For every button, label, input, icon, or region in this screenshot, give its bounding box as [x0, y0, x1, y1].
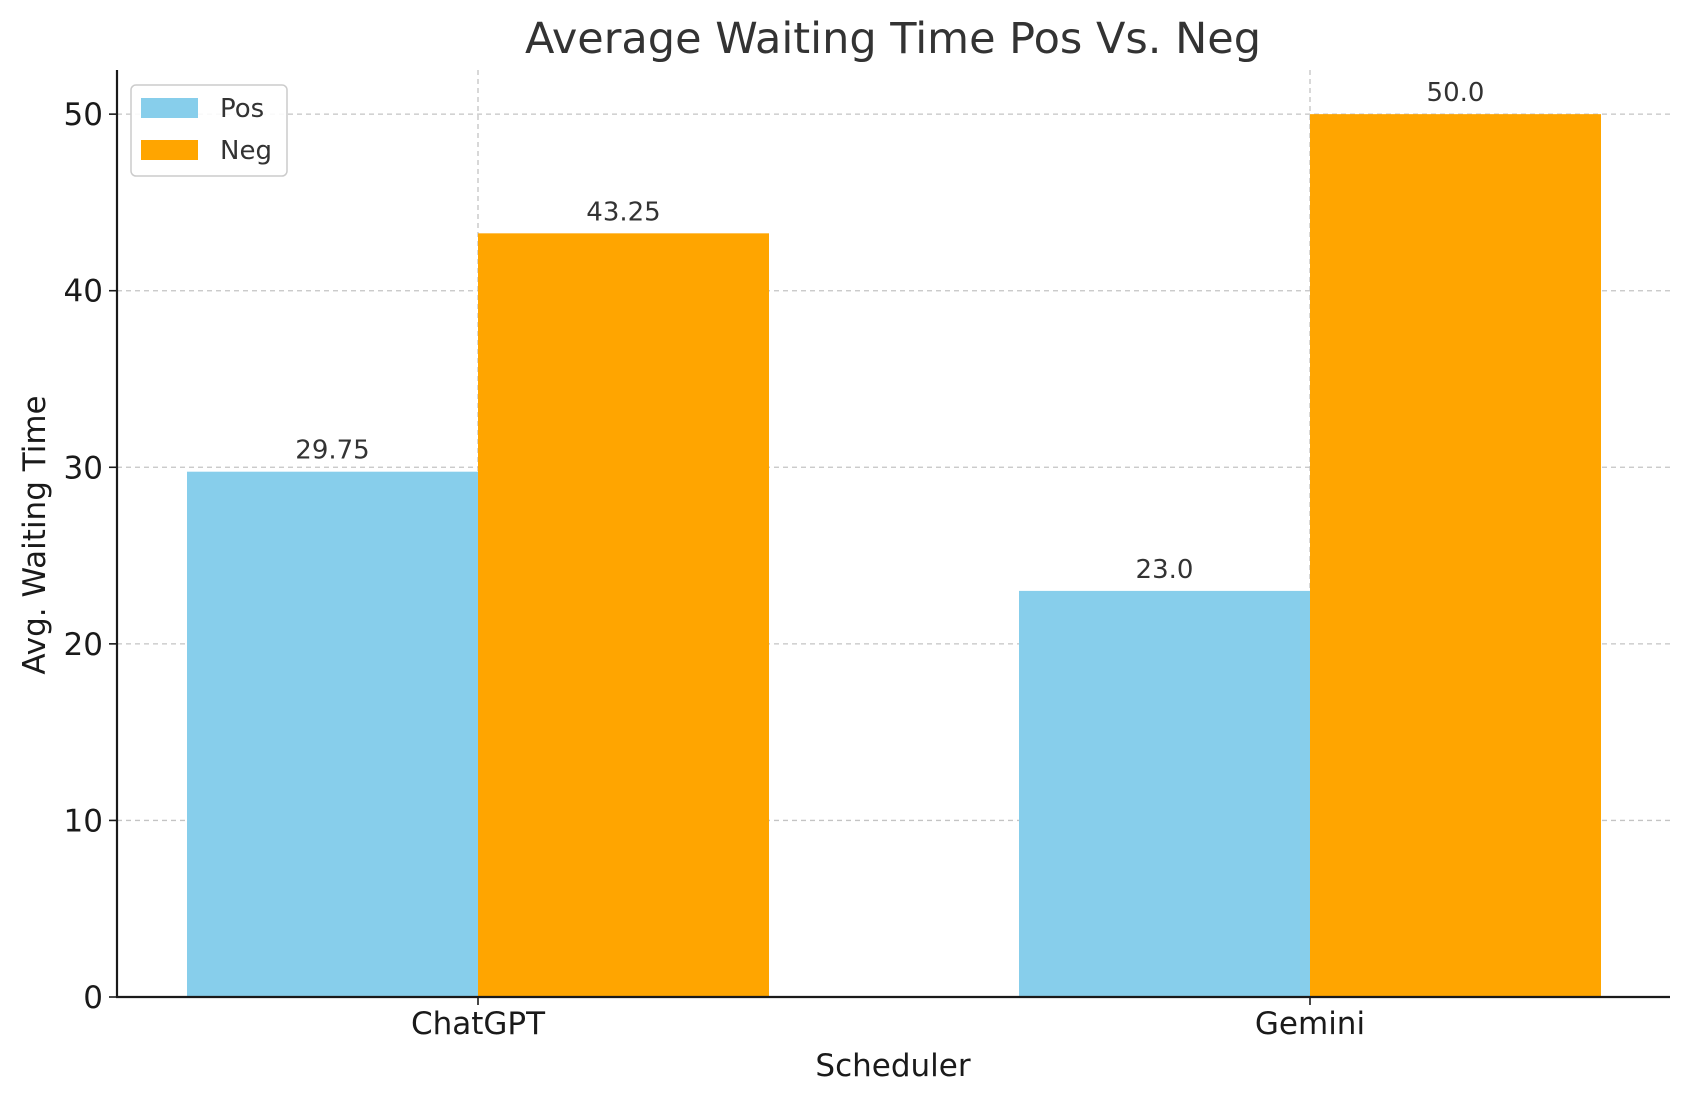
x-axis-label: Scheduler [815, 1048, 970, 1084]
data-label-pos-chatgpt: 29.75 [295, 436, 369, 466]
bars [187, 114, 1601, 998]
x-tick-label-gemini: Gemini [1255, 1006, 1365, 1042]
data-label-pos-gemini: 23.0 [1136, 555, 1194, 585]
legend-label-neg: Neg [220, 136, 272, 166]
y-tick-label: 30 [64, 450, 103, 486]
y-tick-label: 0 [83, 980, 103, 1016]
x-tick-label-chatgpt: ChatGPT [411, 1006, 546, 1042]
bar-neg-gemini [1310, 114, 1601, 997]
x-ticks: ChatGPT Gemini [411, 997, 1365, 1042]
legend: Pos Neg [130, 84, 288, 177]
y-tick-label: 10 [64, 803, 103, 839]
bar-pos-gemini [1019, 590, 1310, 997]
y-tick-label: 50 [64, 97, 103, 133]
chart-title: Average Waiting Time Pos Vs. Neg [525, 14, 1261, 64]
y-axis-label: Avg. Waiting Time [17, 395, 53, 674]
y-tick-label: 40 [64, 274, 103, 310]
bar-neg-chatgpt [478, 233, 769, 998]
bar-pos-chatgpt [187, 471, 478, 997]
legend-swatch-neg [141, 140, 198, 160]
y-ticks: 0 10 20 30 40 50 [64, 97, 117, 1016]
y-tick-label: 20 [64, 627, 103, 663]
data-label-neg-gemini: 50.0 [1427, 78, 1485, 108]
legend-swatch-pos [141, 98, 198, 118]
data-label-neg-chatgpt: 43.25 [586, 197, 660, 227]
data-labels: 29.75 23.0 43.25 50.0 [295, 78, 1484, 585]
legend-label-pos: Pos [220, 94, 264, 124]
